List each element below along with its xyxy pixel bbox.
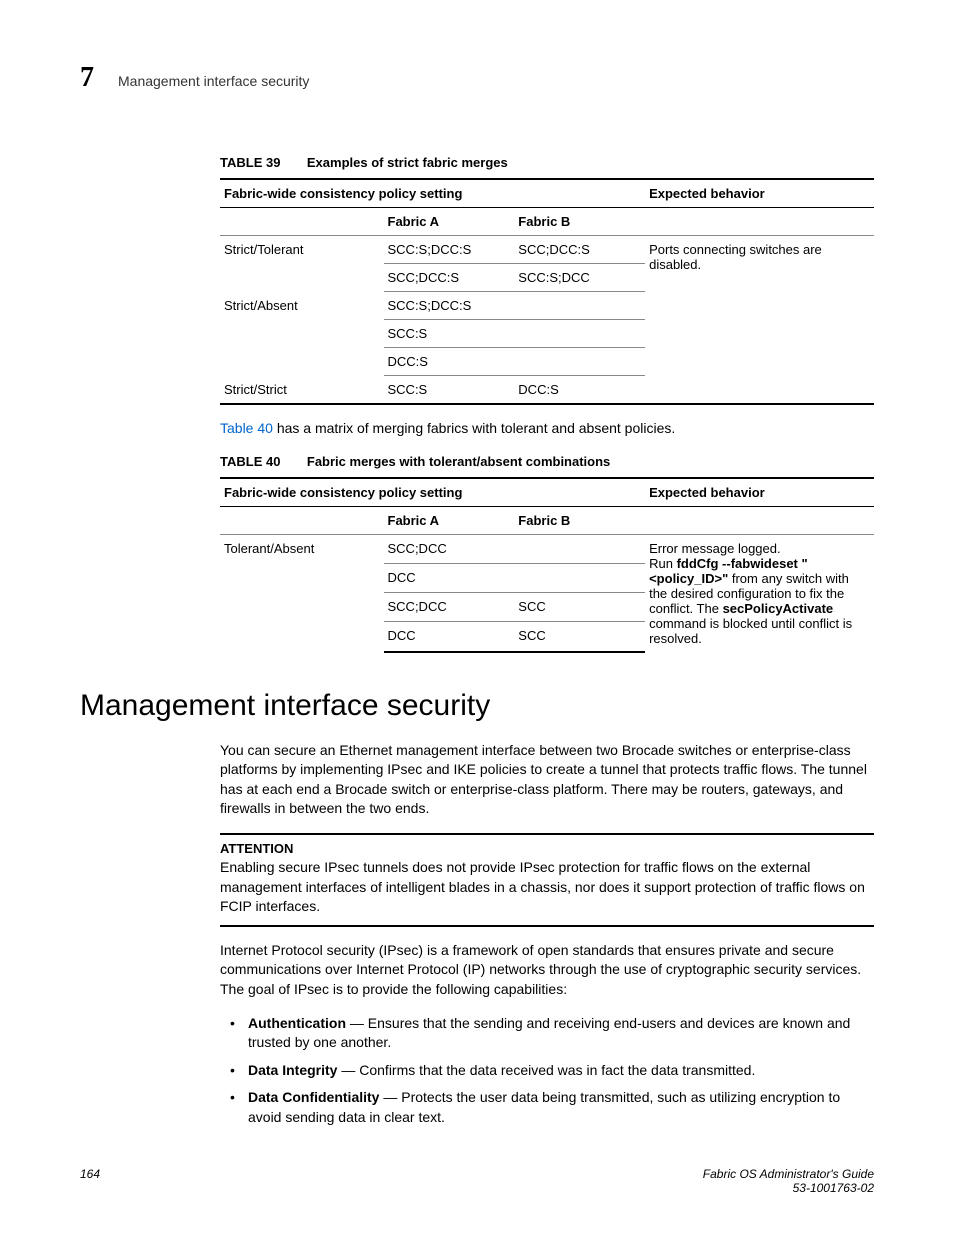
table-cell: SCC — [514, 622, 645, 652]
list-item: Data Confidentiality — Protects the user… — [220, 1088, 874, 1127]
table39-col-expected: Expected behavior — [645, 179, 874, 208]
table-cell: SCC:S;DCC:S — [384, 292, 515, 320]
bullet-term: Data Confidentiality — [248, 1089, 379, 1105]
link-paragraph: Table 40 has a matrix of merging fabrics… — [220, 419, 874, 439]
page-footer: 164 Fabric OS Administrator's Guide 53-1… — [80, 1167, 874, 1195]
page-header: 7 Management interface security — [80, 62, 874, 94]
table-cell: Ports connecting switches are disabled. — [645, 236, 874, 376]
link-para-text: has a matrix of merging fabrics with tol… — [273, 420, 675, 436]
table-cell: SCC;DCC — [384, 534, 515, 563]
table39-number: TABLE 39 — [220, 155, 280, 170]
chapter-number: 7 — [80, 62, 94, 94]
bullet-term: Authentication — [248, 1015, 346, 1031]
cmd-fddcfg: fddCfg --fabwideset — [677, 556, 798, 571]
table-cell: DCC:S — [514, 376, 645, 405]
table40: Fabric-wide consistency policy setting E… — [220, 477, 874, 653]
table-cell: Tolerant/Absent — [220, 534, 384, 652]
table-cell: SCC — [514, 593, 645, 622]
table40-col-expected: Expected behavior — [645, 478, 874, 507]
section-heading: Management interface security — [80, 689, 874, 723]
intro-paragraph: You can secure an Ethernet management in… — [220, 741, 874, 819]
table-cell — [514, 348, 645, 376]
table40-col-policy: Fabric-wide consistency policy setting — [220, 478, 645, 507]
table-cell — [645, 506, 874, 534]
page-number: 164 — [80, 1167, 100, 1195]
attention-label: ATTENTION — [220, 841, 874, 856]
exp-text: Run — [649, 556, 676, 571]
table40-number: TABLE 40 — [220, 454, 280, 469]
doc-number: 53-1001763-02 — [793, 1181, 874, 1195]
table-cell: SCC;DCC — [384, 593, 515, 622]
table40-col-fb: Fabric B — [514, 506, 645, 534]
table-cell — [514, 563, 645, 592]
table-cell — [514, 292, 645, 320]
table39-title: Examples of strict fabric merges — [307, 155, 508, 170]
chapter-label: Management interface security — [118, 73, 309, 89]
table-cell: DCC:S — [384, 348, 515, 376]
table40-link[interactable]: Table 40 — [220, 420, 273, 436]
exp-line1: Error message logged. — [649, 541, 781, 556]
table-cell: DCC — [384, 622, 515, 652]
table-cell: SCC;DCC:S — [514, 236, 645, 264]
table-cell — [514, 320, 645, 348]
table-cell — [220, 208, 384, 236]
table-cell: SCC;DCC:S — [384, 264, 515, 292]
table-cell: SCC:S;DCC — [514, 264, 645, 292]
table-cell: SCC:S;DCC:S — [384, 236, 515, 264]
list-item: Data Integrity — Confirms that the data … — [220, 1061, 874, 1081]
bullet-text: — Confirms that the data received was in… — [337, 1062, 755, 1078]
table-cell — [514, 534, 645, 563]
table-cell — [645, 376, 874, 405]
table-cell: Strict/Tolerant — [220, 236, 384, 292]
table40-caption: TABLE 40 Fabric merges with tolerant/abs… — [220, 453, 874, 471]
ipsec-paragraph: Internet Protocol security (IPsec) is a … — [220, 941, 874, 1000]
table39-caption: TABLE 39 Examples of strict fabric merge… — [220, 154, 874, 172]
table-cell: Strict/Absent — [220, 292, 384, 376]
table39: Fabric-wide consistency policy setting E… — [220, 178, 874, 405]
section-body: You can secure an Ethernet management in… — [220, 741, 874, 1128]
table-cell: SCC:S — [384, 376, 515, 405]
attention-text: Enabling secure IPsec tunnels does not p… — [220, 858, 874, 917]
table39-col-fa: Fabric A — [384, 208, 515, 236]
table-cell — [220, 506, 384, 534]
table40-expected-cell: Error message logged. Run fddCfg --fabwi… — [645, 534, 874, 652]
main-content: TABLE 39 Examples of strict fabric merge… — [220, 154, 874, 653]
list-item: Authentication — Ensures that the sendin… — [220, 1014, 874, 1053]
footer-right: Fabric OS Administrator's Guide 53-10017… — [703, 1167, 874, 1195]
table-cell — [645, 208, 874, 236]
bullet-term: Data Integrity — [248, 1062, 337, 1078]
attention-block: ATTENTION Enabling secure IPsec tunnels … — [220, 833, 874, 927]
exp-text: command is blocked until conflict is res… — [649, 616, 852, 646]
table-cell: SCC:S — [384, 320, 515, 348]
cmd-secpolicy: secPolicyActivate — [723, 601, 834, 616]
table-cell: DCC — [384, 563, 515, 592]
table39-col-fb: Fabric B — [514, 208, 645, 236]
table-cell: Strict/Strict — [220, 376, 384, 405]
capability-list: Authentication — Ensures that the sendin… — [220, 1014, 874, 1128]
table39-col-policy: Fabric-wide consistency policy setting — [220, 179, 645, 208]
table40-title: Fabric merges with tolerant/absent combi… — [307, 454, 610, 469]
table40-col-fa: Fabric A — [384, 506, 515, 534]
guide-title: Fabric OS Administrator's Guide — [703, 1167, 874, 1181]
